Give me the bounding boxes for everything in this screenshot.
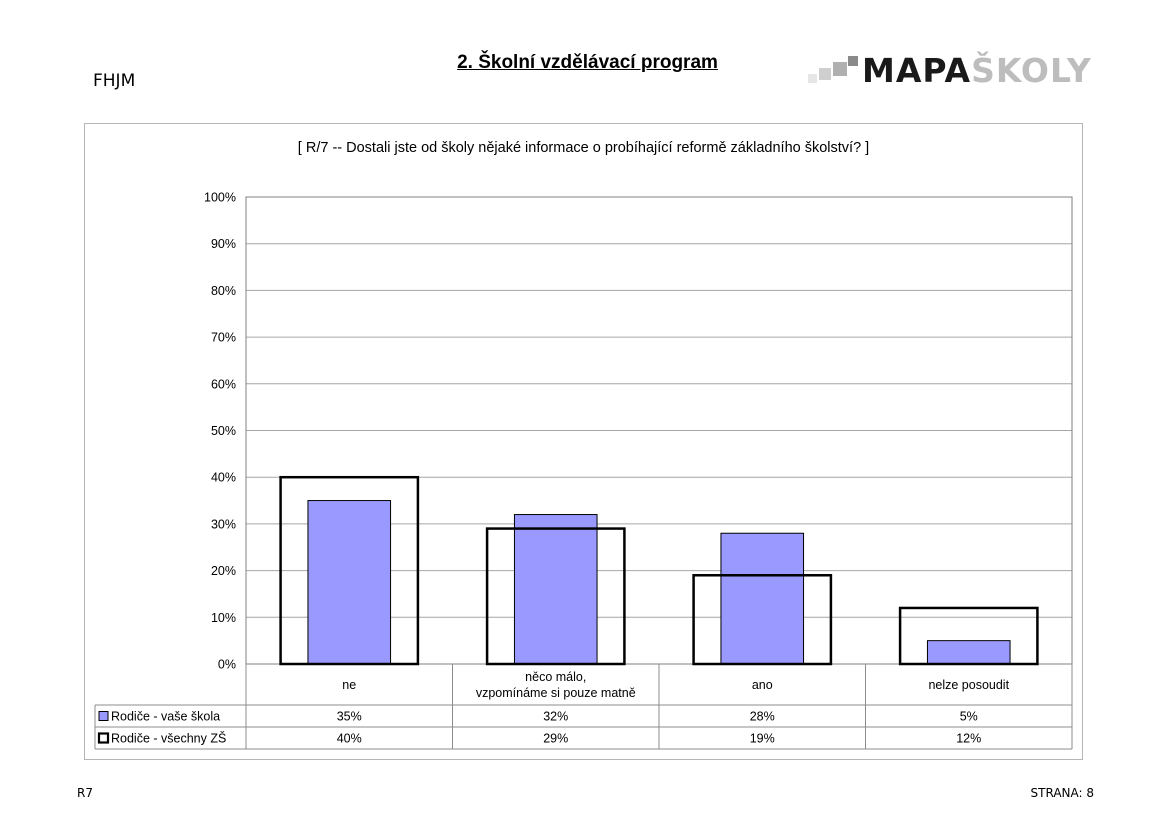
chart-frame: [84, 123, 1083, 760]
mapa-skoly-logo: MAPAŠKOLY: [808, 52, 1091, 92]
logo-square-4: [848, 56, 858, 66]
bar-series1: [513, 514, 598, 665]
legend-label: Rodiče - vaše škola: [111, 710, 220, 724]
chart-title: [ R/7 -- Dostali jste od školy nějaké in…: [297, 140, 870, 156]
y-tick-label: 80%: [211, 284, 236, 298]
data-label: 40%: [337, 732, 362, 746]
data-label: 28%: [750, 710, 775, 724]
category-label: něco málo,: [525, 670, 586, 684]
footer-code: R7: [77, 786, 93, 800]
legend-swatch-series1: [98, 711, 109, 721]
y-tick-label: 20%: [211, 564, 236, 578]
bar-series2: [279, 475, 420, 666]
data-label: 19%: [750, 732, 775, 746]
footer-page-number: STRANA: 8: [1030, 786, 1094, 800]
legend-swatch-series2: [97, 732, 110, 744]
bar-series1: [720, 532, 805, 665]
y-tick-label: 10%: [211, 611, 236, 625]
category-label: nelze posoudit: [928, 678, 1009, 692]
logo-square-3: [833, 62, 847, 76]
y-tick-label: 30%: [211, 517, 236, 531]
bar-series1: [307, 500, 392, 665]
y-tick-label: 40%: [211, 471, 236, 485]
data-label: 32%: [543, 710, 568, 724]
y-tick-label: 50%: [211, 424, 236, 438]
data-label: 5%: [960, 710, 978, 724]
logo-square-1: [808, 74, 817, 83]
school-code: FHJM: [93, 71, 136, 91]
bar-series2: [485, 527, 626, 666]
bar-series2: [692, 574, 833, 666]
y-tick-label: 0%: [218, 658, 236, 672]
data-label: 29%: [543, 732, 568, 746]
y-tick-label: 90%: [211, 237, 236, 251]
logo-text-light: ŠKOLY: [971, 51, 1092, 90]
logo-text-dark: MAPA: [862, 51, 972, 90]
bar-series2: [898, 606, 1039, 666]
y-tick-label: 60%: [211, 377, 236, 391]
category-label: ano: [752, 678, 773, 692]
logo-square-2: [819, 68, 831, 80]
y-tick-label: 100%: [204, 191, 236, 205]
bar-series1: [926, 640, 1011, 665]
y-tick-label: 70%: [211, 331, 236, 345]
data-label: 35%: [337, 710, 362, 724]
category-label: vzpomínáme si pouze matně: [476, 686, 636, 700]
page-title: 2. Školní vzdělávací program: [457, 52, 718, 73]
data-label: 12%: [956, 732, 981, 746]
legend-label: Rodiče - všechny ZŠ: [111, 731, 226, 746]
logo-text: MAPAŠKOLY: [862, 52, 1092, 90]
category-label: ne: [342, 678, 356, 692]
